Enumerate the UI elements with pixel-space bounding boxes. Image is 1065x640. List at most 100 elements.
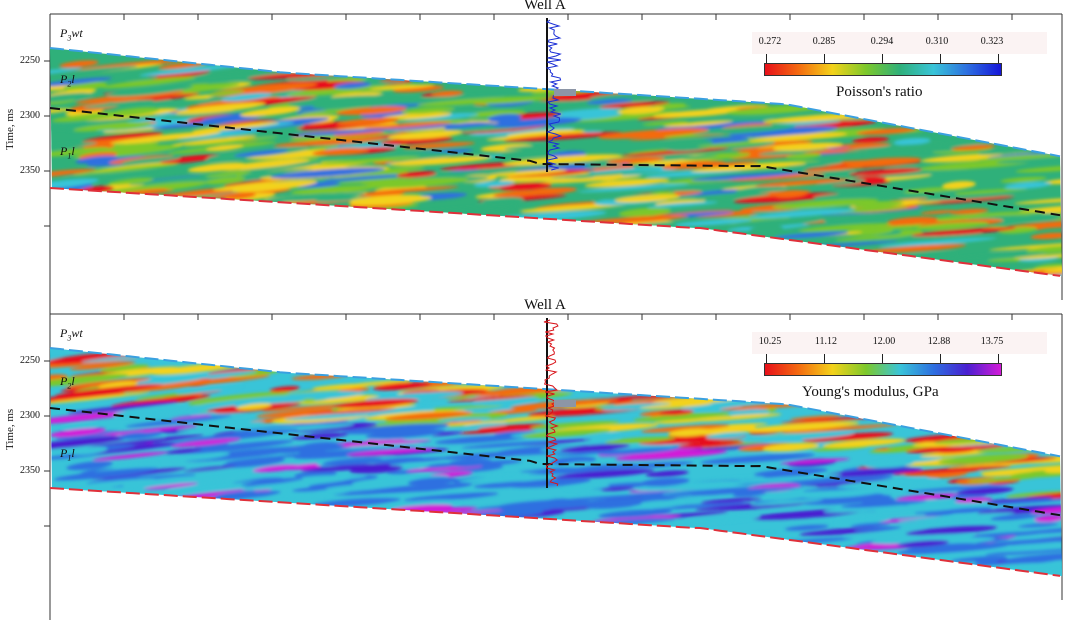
reflector (480, 143, 533, 152)
reflector (585, 501, 642, 509)
reflector (554, 449, 624, 456)
reflector (290, 128, 387, 137)
reflector (950, 555, 1007, 562)
reflector (874, 222, 939, 230)
reflector (654, 199, 706, 206)
reflector (940, 507, 993, 514)
reflector (50, 65, 138, 78)
formation-label-mid: P2l (60, 374, 75, 390)
reflector (312, 147, 370, 156)
reflector (140, 99, 172, 105)
reflector (801, 490, 882, 499)
reflector (1010, 453, 1062, 464)
reflector (495, 147, 566, 157)
reflector (750, 499, 824, 506)
reflector (1036, 560, 1062, 568)
reflector (504, 145, 546, 150)
reflector (774, 205, 860, 214)
legend-value: 12.00 (872, 336, 896, 347)
reflector (150, 362, 239, 375)
reflector (216, 490, 256, 497)
reflector (75, 155, 118, 164)
reflector (380, 488, 488, 498)
reflector (50, 168, 97, 180)
reflector (785, 161, 843, 168)
reflector (530, 420, 620, 429)
reflector (336, 403, 417, 412)
reflector (384, 411, 473, 421)
reflector (1034, 515, 1062, 523)
reflector (947, 531, 1048, 540)
reflector (554, 469, 655, 479)
formation-name: P3wt (60, 26, 83, 43)
reflector (288, 95, 392, 107)
reflector (50, 92, 94, 103)
formation-label-lower: P1l (60, 144, 75, 160)
reflector (686, 514, 761, 524)
color-scale-bar (764, 63, 1002, 76)
reflector (728, 126, 838, 138)
reflector (690, 486, 803, 496)
reflector (270, 167, 385, 179)
legend-background (752, 32, 1047, 54)
reflector (870, 533, 976, 544)
reflector (749, 209, 856, 219)
reflector (1018, 213, 1062, 222)
reflector (50, 108, 72, 114)
reflector (772, 190, 808, 198)
reflector (220, 92, 273, 102)
reflector (100, 181, 209, 195)
horizon-middle (49, 407, 1061, 517)
reflector (477, 423, 546, 431)
reflector (55, 384, 163, 397)
reflector (668, 428, 713, 437)
reflector (333, 82, 372, 89)
reflector (700, 497, 762, 504)
reflector (50, 410, 139, 425)
reflector (905, 484, 1010, 493)
reflector (499, 182, 552, 191)
reflector (749, 225, 784, 233)
reflector (365, 429, 446, 439)
reflector (887, 216, 939, 226)
legend-title: Young's modulus, GPa (802, 384, 939, 400)
reflector (290, 185, 378, 195)
reflector (663, 487, 769, 496)
legend-tick (940, 354, 941, 363)
reflector (729, 217, 825, 228)
reflector (314, 196, 375, 202)
reflector (916, 221, 989, 230)
reflector (365, 391, 464, 402)
reflector (606, 156, 665, 164)
reflector (176, 421, 265, 432)
well-title: Well A (524, 0, 566, 13)
reflector (920, 449, 995, 458)
youngs-modulus-panel: Well A Time, ms 2250 2300 2350 P3wt P2l … (0, 297, 1065, 620)
legend-tick (940, 54, 941, 63)
reflector (59, 60, 99, 68)
reflector (392, 85, 444, 93)
reflector (363, 121, 453, 129)
reflector (690, 171, 803, 181)
reflector (641, 120, 689, 126)
reflector (72, 164, 174, 176)
reflector (214, 158, 310, 171)
seismic-band (50, 348, 1062, 577)
reflector (802, 166, 864, 172)
reflector (396, 171, 437, 178)
formation-name: P2l (60, 374, 75, 391)
reflector (985, 546, 1062, 556)
reflector (231, 180, 318, 193)
reflector (1000, 176, 1047, 183)
reflector (920, 210, 957, 215)
reflector (690, 162, 807, 172)
reflector (369, 84, 435, 91)
reflector (50, 373, 129, 387)
reflector (516, 203, 630, 213)
seismic-band (50, 48, 1062, 277)
reflector (50, 436, 130, 451)
reflector (51, 111, 136, 122)
reflector (61, 173, 117, 181)
reflector (499, 172, 591, 183)
reflector (1030, 506, 1062, 514)
